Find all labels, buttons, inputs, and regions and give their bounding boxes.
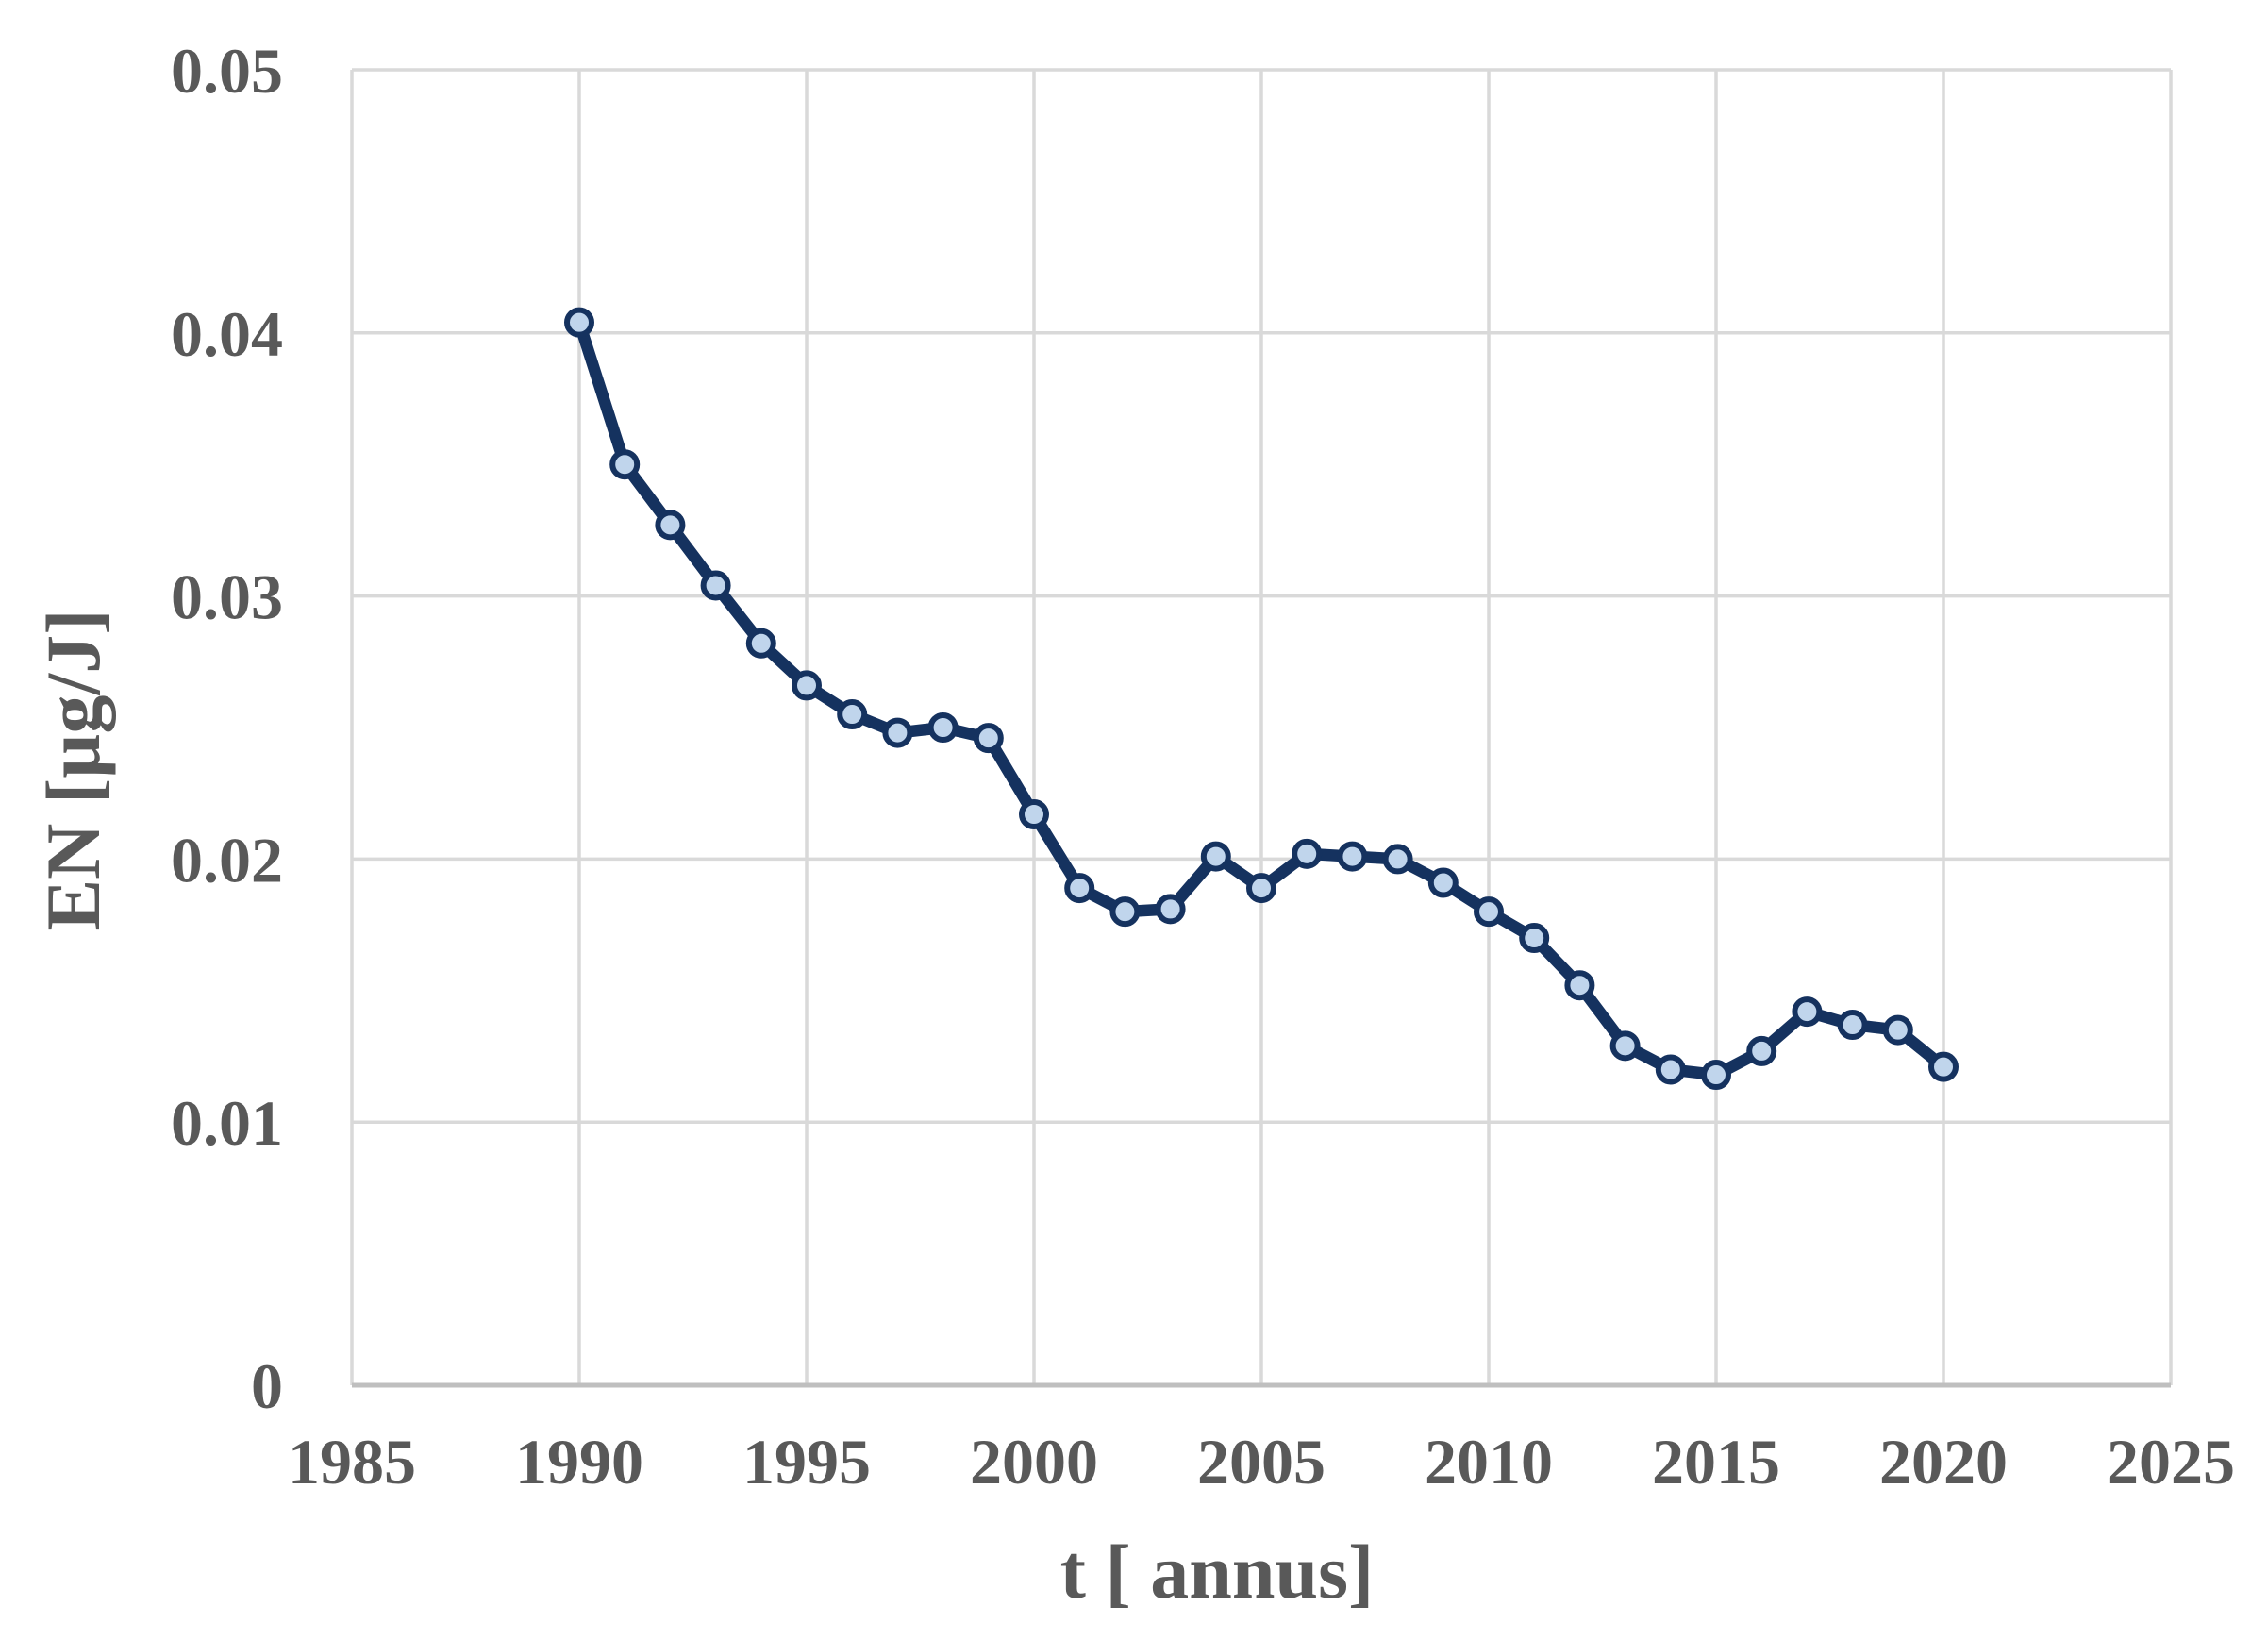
y-tick-0.04: 0.04 (171, 298, 283, 370)
x-tick-1995: 1995 (742, 1426, 871, 1498)
data-point-2007 (1337, 841, 1368, 872)
y-axis-tick-labels: 0 0.01 0.02 0.03 0.04 0.05 (171, 35, 283, 1422)
data-point-2005 (1246, 873, 1276, 904)
data-point-2001 (1064, 873, 1095, 904)
x-tick-2020: 2020 (1879, 1426, 2008, 1498)
data-point-2000 (1019, 799, 1049, 830)
data-point-1998 (927, 712, 959, 743)
y-tick-0.02: 0.02 (171, 824, 283, 895)
data-point-1991 (609, 449, 641, 480)
gridlines (350, 68, 2173, 1385)
data-point-1997 (882, 717, 913, 748)
data-point-2010 (1474, 896, 1504, 928)
x-tick-2000: 2000 (970, 1426, 1098, 1498)
data-point-1994 (745, 628, 776, 659)
x-tick-1990: 1990 (515, 1426, 643, 1498)
data-point-2002 (1109, 896, 1141, 928)
data-series (564, 307, 1959, 1091)
data-point-1992 (655, 510, 686, 541)
x-tick-2015: 2015 (1652, 1426, 1780, 1498)
data-point-1993 (700, 570, 731, 601)
data-point-2006 (1292, 838, 1323, 869)
data-point-1995 (792, 670, 822, 701)
x-tick-2010: 2010 (1425, 1426, 1553, 1498)
data-point-2013 (1609, 1030, 1641, 1062)
data-point-1990 (564, 307, 594, 338)
data-point-2015 (1701, 1060, 1731, 1091)
data-point-2003 (1155, 894, 1186, 925)
data-point-2014 (1655, 1054, 1686, 1085)
data-point-2012 (1564, 970, 1595, 1001)
x-tick-2025: 2025 (2107, 1426, 2235, 1498)
data-point-1996 (837, 699, 868, 730)
y-tick-0.05: 0.05 (171, 35, 283, 107)
data-point-2018 (1837, 1010, 1868, 1041)
data-point-1999 (973, 723, 1004, 754)
x-tick-1985: 1985 (288, 1426, 416, 1498)
y-tick-0.03: 0.03 (171, 561, 283, 633)
data-point-2009 (1427, 867, 1459, 898)
y-axis-title: EN [µg/J] (30, 609, 116, 930)
data-point-2016 (1746, 1035, 1777, 1066)
x-axis-title: t [ annus] (1060, 1529, 1375, 1615)
x-axis-tick-labels: 1985 1990 1995 2000 2005 2010 2015 2020 2025 (288, 1426, 2235, 1498)
data-point-2020 (1928, 1051, 1959, 1082)
y-tick-0.01: 0.01 (171, 1087, 283, 1159)
data-point-2019 (1882, 1014, 1913, 1046)
data-point-2017 (1792, 996, 1823, 1028)
data-point-2011 (1519, 923, 1550, 954)
data-point-2004 (1200, 841, 1231, 872)
y-tick-0: 0 (251, 1350, 283, 1422)
x-tick-2005: 2005 (1197, 1426, 1326, 1498)
data-point-2008 (1382, 844, 1413, 875)
